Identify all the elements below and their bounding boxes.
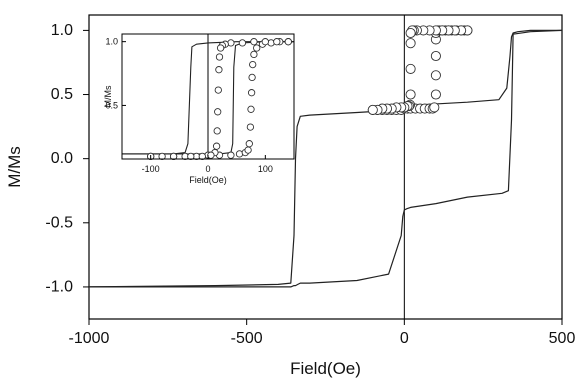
main-data-point <box>429 102 440 113</box>
inset-data-point <box>227 151 235 159</box>
inset-x-axis: -100 0 100 <box>142 155 273 174</box>
inset-data-point <box>247 105 255 113</box>
inset-data-point <box>198 152 206 161</box>
main-data-point <box>367 104 378 115</box>
inset-data-point <box>187 152 195 161</box>
inset-x-tick-label: 0 <box>205 164 210 174</box>
inset-data-point <box>216 44 225 52</box>
inset-data-point <box>284 38 292 46</box>
inset-x-tick-label: 100 <box>258 164 273 174</box>
inset-data-point <box>215 66 223 74</box>
inset-data-point <box>235 150 244 158</box>
inset-data-point <box>246 123 255 131</box>
main-series-group <box>88 25 563 288</box>
inset-y-tick-label: 0.5 <box>105 100 118 110</box>
main-y-axis: 1.0 0.5 0.0 -0.5 -1.0 <box>45 22 89 295</box>
main-plot: -1000 -500 0 500 1.00.50.0-0.5-1.0 Field(Oe… <box>5 14 576 378</box>
main-data-point <box>430 89 441 100</box>
main-y-tick-label: -1.0 <box>45 278 73 295</box>
main-x-axis: -1000 -500 0 500 <box>69 319 576 347</box>
main-y-tick-label: 0.0 <box>51 150 73 167</box>
main-x-tick-label: 500 <box>549 330 576 347</box>
inset-y-axis: 1.0 0.5 <box>105 37 126 110</box>
main-plot-frame <box>88 14 563 320</box>
main-series-line-1 <box>89 29 563 288</box>
inset-x-axis-title: Field(Oe) <box>189 175 227 185</box>
inset-data-point <box>238 39 247 47</box>
inset-plot: -100 0 100 1.0 0.5 Field(Oe) M/Ms <box>103 33 295 185</box>
inset-data-point <box>245 140 253 148</box>
inset-data-point <box>250 50 258 59</box>
inset-series-line-0 <box>122 41 294 155</box>
inset-data-point <box>249 60 257 69</box>
main-y-tick-label: 0.5 <box>51 86 73 103</box>
main-data-point <box>405 27 416 39</box>
inset-data-point <box>215 53 224 61</box>
main-y-tick-label: 1.0 <box>51 22 73 39</box>
main-x-tick-label: -500 <box>231 330 263 347</box>
main-data-point <box>405 89 416 100</box>
inset-data-point <box>214 108 222 116</box>
main-x-tick-label: 0 <box>400 330 409 347</box>
inset-data-point <box>250 38 258 46</box>
inset-data-point <box>158 152 166 161</box>
inset-data-point <box>248 73 256 82</box>
inset-data-point <box>247 89 256 97</box>
inset-data-point <box>213 127 221 135</box>
inset-data-point <box>253 44 261 52</box>
main-x-tick-label: -1000 <box>69 330 110 347</box>
main-data-point <box>405 38 416 49</box>
inset-y-axis-title: M/Ms <box>103 85 113 107</box>
inset-data-point <box>244 146 252 154</box>
inset-y-tick-label: 1.0 <box>105 37 118 47</box>
inset-data-point <box>169 152 178 161</box>
inset-x-tick-label: -100 <box>142 164 160 174</box>
inset-data-point <box>261 38 269 46</box>
inset-data-point <box>214 86 222 94</box>
main-x-axis-title: Field(Oe) <box>290 359 361 378</box>
inset-series-group <box>122 38 294 161</box>
main-data-point <box>430 50 441 62</box>
inset-data-point <box>207 151 215 159</box>
main-y-tick-label: -0.5 <box>45 214 73 231</box>
main-data-point <box>405 63 416 74</box>
main-data-point <box>430 70 441 81</box>
main-y-axis-title: M/Ms <box>5 146 24 188</box>
inset-data-point <box>273 38 281 46</box>
inset-data-point <box>212 142 221 150</box>
